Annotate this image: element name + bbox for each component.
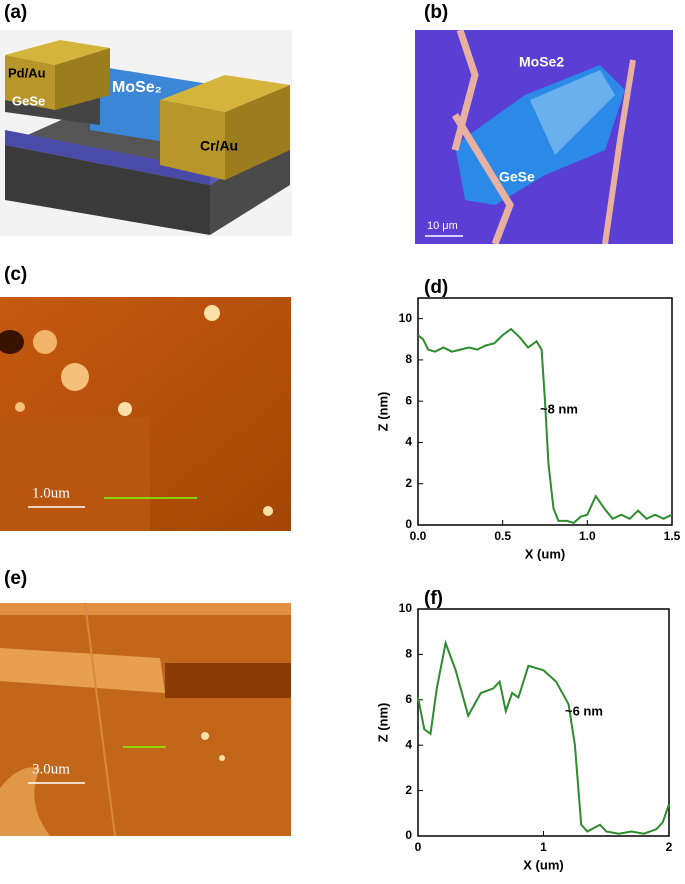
- y-tick-label: 4: [405, 737, 412, 751]
- y-tick-label: 0: [405, 828, 412, 842]
- y-tick-label: 8: [405, 647, 412, 661]
- label: Pd/Au: [8, 65, 46, 80]
- line: [417, 639, 670, 835]
- panel-label: (b): [424, 2, 449, 23]
- device-schematic: Pd/Au GeSe MoSe₂ Cr/Au: [0, 30, 292, 236]
- scale-label: 3.0um: [32, 761, 70, 777]
- y-tick-label: 6: [405, 692, 412, 706]
- y-axis-label: Z (nm): [375, 703, 390, 743]
- afm-image: 1.0um: [0, 297, 291, 531]
- plot-frame: [417, 608, 670, 837]
- label: Cr/Au: [200, 138, 238, 154]
- y-tick-label: 6: [405, 393, 412, 407]
- x-axis-label: X (um): [523, 857, 563, 872]
- afm-image: 3.0um: [0, 603, 291, 836]
- panel-label: (c): [4, 264, 28, 285]
- x-tick-label: 0.0: [410, 529, 427, 543]
- scale-label: 10 μm: [427, 220, 458, 232]
- label: GeSe: [12, 93, 45, 108]
- label: MoSe2: [519, 54, 564, 70]
- panel-label: (d): [424, 277, 448, 298]
- y-tick-label: 10: [399, 601, 413, 615]
- scale-label: 1.0um: [32, 485, 70, 501]
- y-tick-label: 0: [405, 517, 412, 531]
- plot-frame: [417, 297, 673, 526]
- x-tick-label: 2: [666, 840, 673, 854]
- x-axis-label: X (um): [525, 546, 565, 561]
- optical-image: MoSe2 GeSe 10 μm: [415, 30, 673, 244]
- label: MoSe₂: [112, 79, 162, 96]
- y-tick-label: 2: [405, 783, 412, 797]
- annotation: ~8 nm: [540, 401, 578, 416]
- x-tick-label: 0.5: [494, 529, 511, 543]
- y-axis-label: Z (nm): [375, 392, 390, 432]
- y-tick-label: 8: [405, 352, 412, 366]
- y-tick-label: 4: [405, 435, 412, 449]
- x-tick-label: 1.0: [579, 529, 596, 543]
- panel-label: (e): [4, 568, 28, 589]
- chart: 0.0 0.5 1.0 1.5 0 2 4 6 8 10 X (um) Z (nm) ~8 nm (d): [375, 277, 681, 561]
- x-tick-label: 1.5: [664, 529, 681, 543]
- x-tick-label: 0: [415, 840, 422, 854]
- annotation: ~6 nm: [565, 703, 603, 718]
- label: GeSe: [499, 169, 535, 185]
- chart: 0 1 2 0 2 4 6 8 10 X (um) Z (nm) ~6 nm (f): [375, 588, 673, 872]
- line: [417, 327, 673, 525]
- y-tick-label: 10: [399, 311, 413, 325]
- panel-label: (f): [424, 588, 443, 609]
- y-tick-label: 2: [405, 476, 412, 490]
- x-tick-label: 1: [540, 840, 547, 854]
- panel-label: (a): [4, 2, 28, 23]
